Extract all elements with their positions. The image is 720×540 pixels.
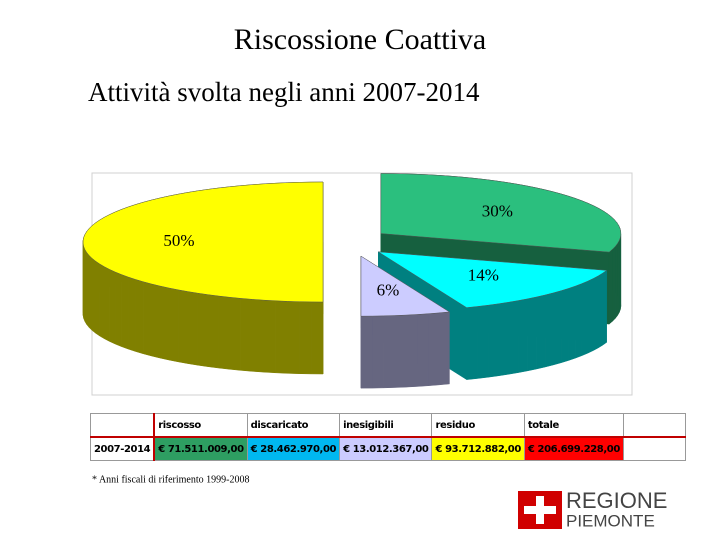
pie-slice: [380, 173, 622, 253]
pie-slice-side: [508, 300, 519, 375]
pie-slice-side: [142, 281, 152, 357]
data-table: riscosso discaricato inesigibili residuo tot…: [90, 413, 686, 461]
pie-slice-side: [121, 274, 129, 350]
pie-slice-side: [84, 248, 87, 326]
pie-slice-side: [383, 315, 396, 389]
pie-slice-side: [275, 300, 288, 374]
pie-slice-side: [560, 288, 569, 364]
value-cell: € 28.462.970,00: [246, 436, 341, 461]
pie-slice-side: [477, 304, 489, 379]
pie-slice-side: [150, 283, 161, 359]
data-label: 50%: [163, 231, 194, 250]
column-header: discaricato: [246, 413, 341, 438]
header-row: riscosso discaricato inesigibili residuo tot…: [90, 413, 686, 438]
pie-slice-side: [536, 294, 546, 370]
pie: 30% 14% 6% 50%: [82, 173, 622, 389]
pie-slice-side: [581, 280, 589, 357]
row-label: 2007-2014: [90, 436, 156, 461]
pie-slice-side: [405, 314, 418, 388]
spacer-cell: [622, 413, 686, 438]
data-label: 6%: [377, 280, 400, 299]
pie-slice-side: [310, 301, 324, 375]
pie-slice-side: [498, 301, 509, 377]
column-header: inesigibili: [339, 413, 433, 438]
pie-slice-side: [587, 278, 594, 354]
pie-slice-side: [263, 299, 276, 374]
value-cell: € 93.712.882,00: [431, 436, 525, 461]
pie-slice-side: [372, 315, 384, 389]
pie-slice-side: [114, 271, 122, 347]
subtitle: Attività svolta negli anni 2007-2014: [88, 77, 480, 107]
pie-slice-side: [416, 313, 429, 387]
pie-slice-side: [229, 297, 242, 371]
spacer-cell: [622, 436, 686, 461]
pie-slice-side: [207, 294, 220, 369]
value-cell: € 71.511.009,00: [153, 436, 248, 461]
pie-slice-side: [99, 263, 105, 340]
pie-slice-side: [252, 299, 265, 373]
data-label: 14%: [468, 265, 499, 284]
corner-cell: [90, 413, 156, 438]
column-header: riscosso: [153, 413, 248, 438]
pie-slice-side: [218, 295, 231, 370]
pie-slice-side: [615, 242, 618, 320]
pie-slice-side: [103, 266, 110, 342]
logo: REGIONE PIEMONTE: [518, 488, 667, 530]
pie-slice-side: [608, 248, 613, 325]
value-cell: € 13.012.367,00: [339, 436, 433, 461]
data-row: 2007-2014 € 71.511.009,00 € 28.462.970,00 €…: [90, 436, 686, 461]
pie-slice-side: [159, 285, 169, 361]
pie-slice-side: [286, 301, 300, 374]
column-header: totale: [523, 413, 624, 438]
pie-slice: [360, 255, 451, 317]
pie-slice-side: [177, 289, 189, 364]
pie-slice-side: [95, 260, 100, 337]
pie-slice-side: [168, 287, 179, 363]
pie-slice-side: [88, 254, 93, 331]
pie-slice-side: [517, 298, 528, 373]
pie-slice-side: [553, 290, 562, 366]
pie-slice-side: [298, 301, 312, 375]
pie-slice-side: [240, 298, 253, 372]
pie-slice-side: [575, 283, 583, 359]
pie-slice-side: [568, 285, 576, 361]
footnote: * Anni fiscali di riferimento 1999-2008: [92, 474, 249, 485]
pie-slice-side: [438, 311, 450, 386]
logo-text: PIEMONTE: [566, 511, 655, 530]
pie-slice-side: [617, 239, 620, 317]
pie-slice-side: [427, 312, 439, 387]
value-cell: € 206.699.228,00: [523, 436, 624, 461]
pie-slice-side: [487, 303, 499, 378]
title: Riscossione Coattiva: [234, 23, 486, 56]
pie-slice-side: [109, 268, 116, 345]
pie-slice: [378, 251, 608, 308]
column-header: residuo: [431, 413, 525, 438]
pie-slice-side: [127, 276, 136, 352]
pie-slice-side: [593, 275, 599, 351]
pie-slice-side: [527, 296, 537, 372]
data-label: 30%: [482, 201, 513, 220]
pie-slice-side: [135, 279, 144, 355]
logo-cross: [524, 506, 556, 514]
pie-slice-side: [187, 291, 199, 366]
pie-slice-side: [612, 245, 616, 322]
pie-slice-side: [544, 292, 554, 368]
pie-slice-side: [602, 269, 607, 346]
pie-slice-side: [394, 314, 407, 388]
pie-slice-side: [86, 251, 90, 329]
logo-text: REGIONE: [566, 488, 667, 513]
pie-slice-side: [360, 315, 373, 389]
pie-slice-side: [466, 306, 478, 380]
pie-slice-side: [598, 272, 603, 349]
pie-slice-side: [197, 292, 209, 367]
pie-slice-side: [91, 257, 96, 334]
pie-slice: [82, 181, 324, 303]
